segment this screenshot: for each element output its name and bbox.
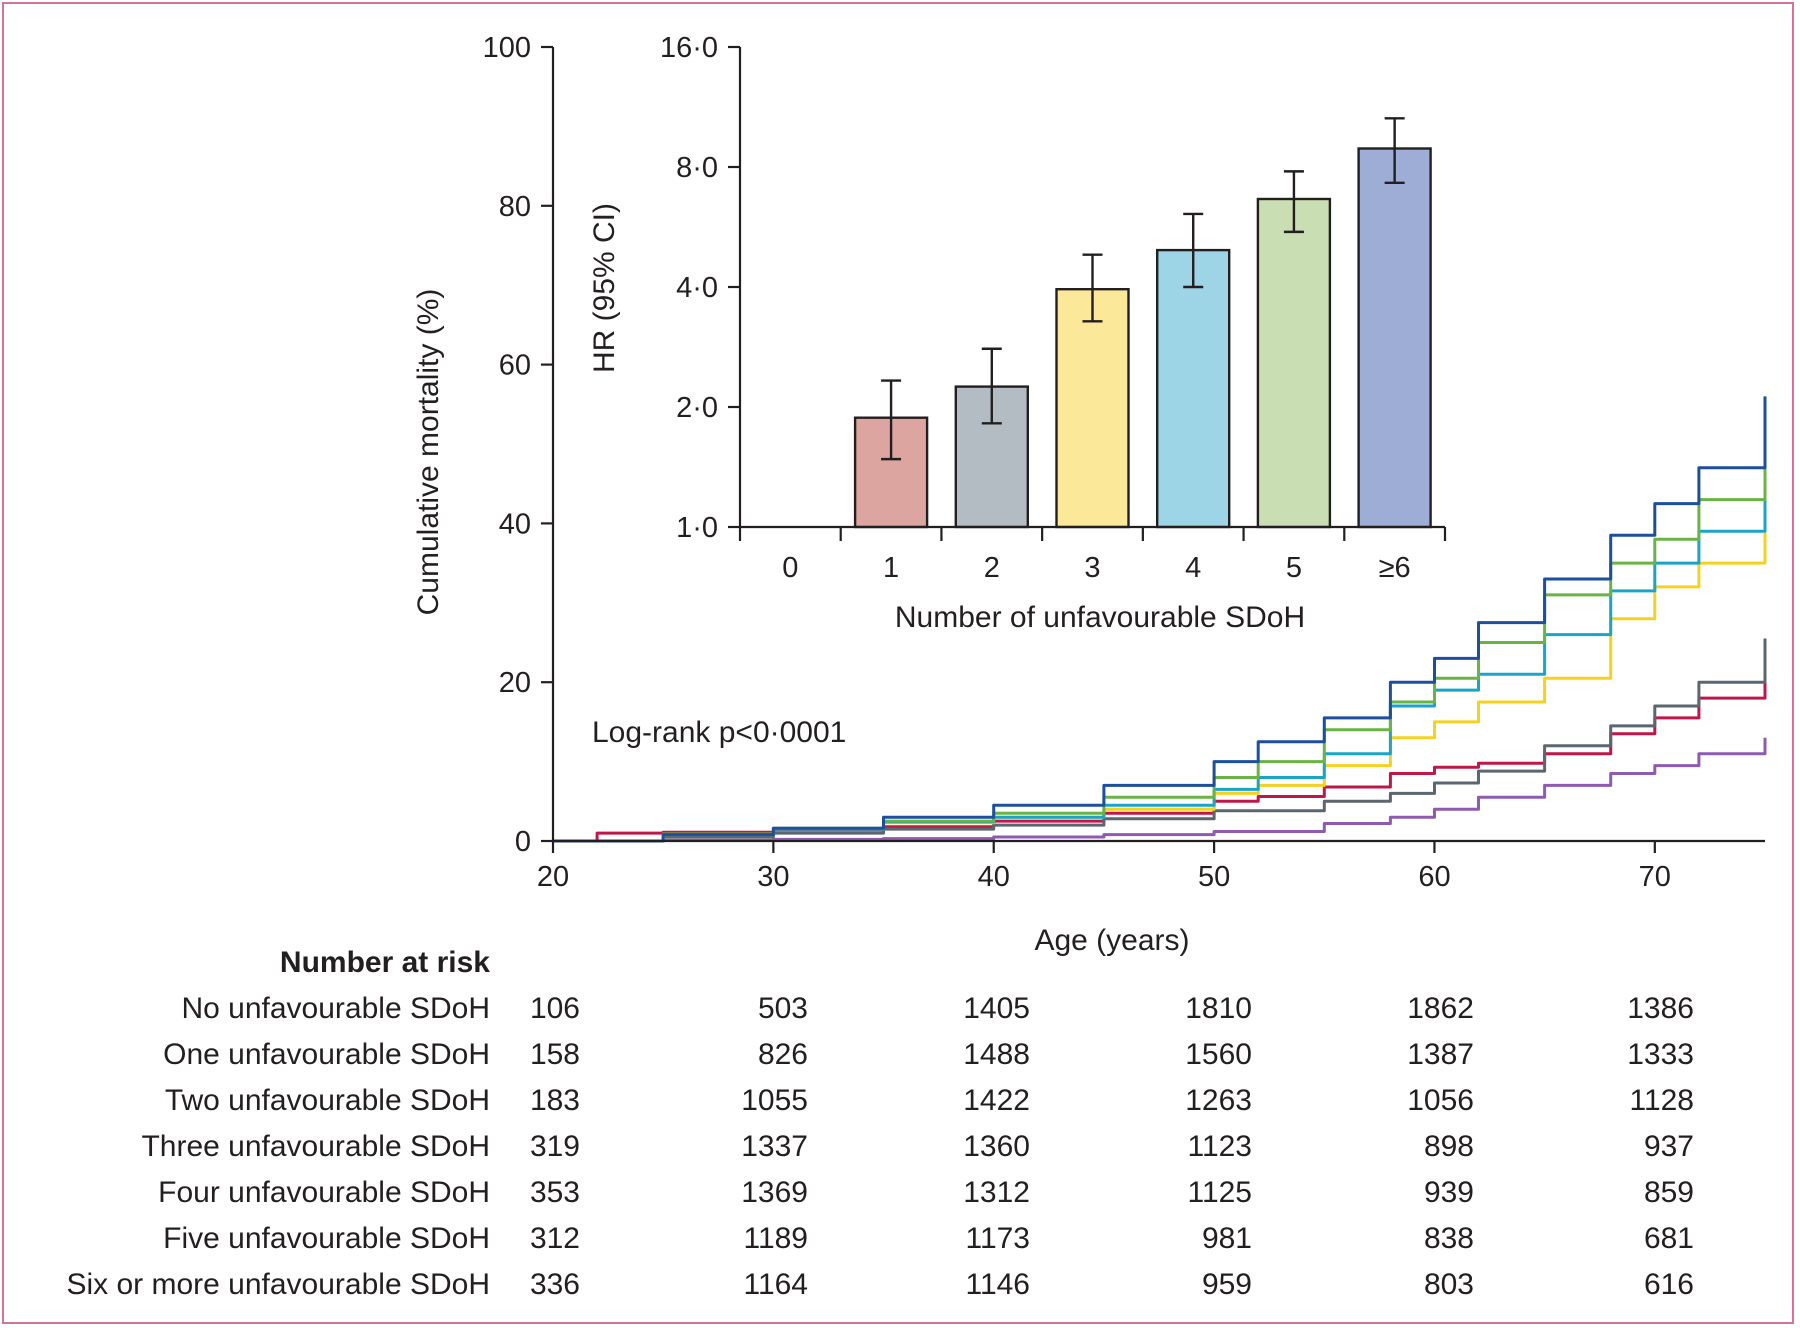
main-x-tick-label: 70	[1639, 861, 1671, 893]
hr-bar-5	[1256, 197, 1332, 529]
inset-x-tick-label: 1	[883, 552, 899, 584]
risk-cell-age-70: 859	[1644, 1176, 1694, 1209]
main-x-tick-label: 40	[978, 861, 1010, 893]
number-at-risk-table: Number at risk No unfavourable SDoH 106 50…	[66, 946, 1694, 1301]
risk-cell-age-50: 1810	[1185, 992, 1252, 1025]
risk-cell-age-40: 1146	[965, 1268, 1030, 1301]
risk-cell-age-20: 106	[530, 992, 580, 1025]
risk-cell-age-70: 1333	[1627, 1038, 1694, 1071]
main-y-tick-label: 20	[499, 667, 531, 699]
main-x-tick-label: 50	[1198, 861, 1230, 893]
hr-bar-6-plus	[1357, 147, 1432, 529]
curve-two-unfavourable-sdoh	[553, 638, 1767, 843]
inset-y-tick-label: 4·0	[676, 272, 718, 304]
risk-cell-age-50: 1123	[1187, 1130, 1252, 1163]
risk-row-label: Two unfavourable SDoH	[165, 1084, 490, 1117]
hazard-ratio-inset-chart: 0 1 2 3 4 5 ≥6 1·0 2·0 4·0 8·0 16·0 Number of unfav…	[588, 32, 1447, 634]
risk-cell-age-50: 981	[1202, 1222, 1252, 1255]
inset-y-tick-label: 2·0	[676, 392, 718, 424]
risk-cell-age-30: 1189	[743, 1222, 808, 1255]
main-x-tick-label: 60	[1418, 861, 1450, 893]
inset-y-tick-label: 16·0	[660, 32, 718, 64]
inset-y-tick-label: 1·0	[676, 512, 718, 544]
inset-x-tick-label: 5	[1286, 552, 1302, 584]
risk-cell-age-50: 1560	[1185, 1038, 1252, 1071]
inset-y-tick-label: 8·0	[676, 152, 718, 184]
curve-four-unfavourable-sdoh	[553, 491, 1767, 843]
risk-row-label: Four unfavourable SDoH	[158, 1176, 490, 1209]
risk-cell-age-40: 1405	[963, 992, 1030, 1025]
risk-cell-age-60: 803	[1424, 1268, 1474, 1301]
risk-cell-age-30: 503	[758, 992, 808, 1025]
risk-cell-age-70: 616	[1644, 1268, 1694, 1301]
risk-cell-age-30: 1337	[741, 1130, 808, 1163]
risk-cell-age-30: 1369	[741, 1176, 808, 1209]
inset-y-axis-title: HR (95% CI)	[588, 203, 621, 373]
curve-six-or-more-unfavourable-sdoh	[553, 396, 1767, 843]
main-y-tick-label: 0	[515, 826, 531, 858]
risk-table-rows: No unfavourable SDoH 106 503 1405 1810 1862 13…	[66, 992, 1694, 1301]
risk-cell-age-40: 1422	[963, 1084, 1030, 1117]
risk-cell-age-20: 336	[530, 1268, 580, 1301]
inset-x-tick-label: 4	[1185, 552, 1201, 584]
risk-row-label: Five unfavourable SDoH	[163, 1222, 490, 1255]
risk-cell-age-50: 1125	[1187, 1176, 1252, 1209]
inset-x-tick-label: 0	[782, 552, 798, 584]
inset-x-axis-title: Number of unfavourable SDoH	[895, 601, 1305, 634]
hr-bar-3	[1055, 288, 1130, 529]
risk-cell-age-30: 826	[758, 1038, 808, 1071]
risk-cell-age-20: 312	[530, 1222, 580, 1255]
hr-bar-4	[1155, 248, 1231, 529]
risk-cell-age-60: 1387	[1407, 1038, 1474, 1071]
risk-cell-age-30: 1164	[743, 1268, 808, 1301]
main-y-axis-title: Cumulative mortality (%)	[412, 289, 445, 616]
risk-row-label: No unfavourable SDoH	[181, 992, 490, 1025]
risk-cell-age-40: 1360	[963, 1130, 1030, 1163]
main-y-tick-label: 40	[499, 508, 531, 540]
risk-cell-age-20: 319	[530, 1130, 580, 1163]
risk-cell-age-60: 939	[1424, 1176, 1474, 1209]
main-x-tick-label: 20	[537, 861, 569, 893]
risk-cell-age-30: 1055	[741, 1084, 808, 1117]
risk-row-label: Six or more unfavourable SDoH	[66, 1268, 490, 1301]
inset-x-tick-label: ≥6	[1379, 552, 1411, 584]
risk-cell-age-60: 1056	[1407, 1084, 1474, 1117]
risk-row-label: Three unfavourable SDoH	[141, 1130, 490, 1163]
logrank-annotation: Log-rank p<0·0001	[592, 716, 846, 749]
main-y-tick-label: 60	[499, 350, 531, 382]
risk-cell-age-20: 353	[530, 1176, 580, 1209]
main-x-tick-label: 30	[757, 861, 789, 893]
risk-cell-age-40: 1173	[965, 1222, 1030, 1255]
risk-cell-age-40: 1312	[963, 1176, 1030, 1209]
main-y-tick-label: 80	[499, 191, 531, 223]
curve-no-unfavourable-sdoh	[553, 737, 1767, 843]
risk-table-title: Number at risk	[280, 946, 490, 979]
risk-cell-age-60: 838	[1424, 1222, 1474, 1255]
risk-cell-age-70: 937	[1644, 1130, 1694, 1163]
risk-cell-age-60: 898	[1424, 1130, 1474, 1163]
inset-axes: 0 1 2 3 4 5 ≥6 1·0 2·0 4·0 8·0 16·0	[660, 32, 1447, 584]
risk-cell-age-70: 1386	[1627, 992, 1694, 1025]
risk-cell-age-70: 681	[1644, 1222, 1694, 1255]
risk-cell-age-20: 158	[530, 1038, 580, 1071]
curve-three-unfavourable-sdoh	[553, 523, 1767, 843]
risk-cell-age-70: 1128	[1629, 1084, 1694, 1117]
inset-x-tick-label: 2	[984, 552, 1000, 584]
main-y-tick-label: 100	[483, 32, 531, 64]
hazard-ratio-bars	[853, 117, 1432, 529]
risk-cell-age-50: 1263	[1185, 1084, 1252, 1117]
inset-x-tick-label: 3	[1084, 552, 1100, 584]
mortality-curves	[553, 396, 1767, 843]
main-x-axis-title: Age (years)	[1034, 924, 1189, 957]
risk-cell-age-60: 1862	[1407, 992, 1474, 1025]
risk-row-label: One unfavourable SDoH	[163, 1038, 490, 1071]
risk-cell-age-50: 959	[1202, 1268, 1252, 1301]
risk-cell-age-20: 183	[530, 1084, 580, 1117]
risk-cell-age-40: 1488	[963, 1038, 1030, 1071]
